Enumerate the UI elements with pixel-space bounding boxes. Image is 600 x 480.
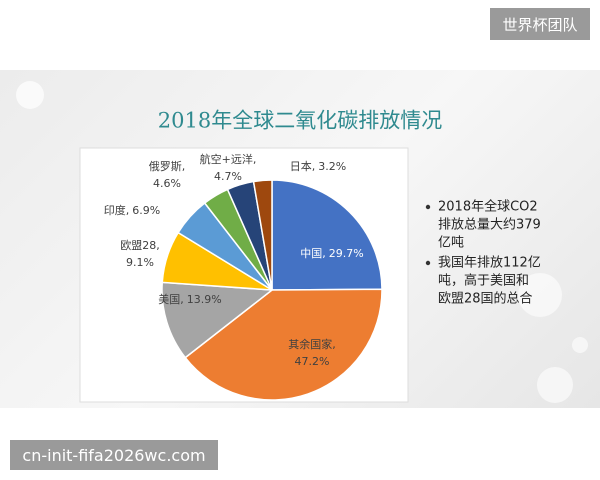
water-drop	[518, 273, 562, 317]
bullet-dot	[425, 204, 431, 210]
pie-slice	[184, 288, 383, 401]
note-line: 2018年全球CO2	[438, 199, 538, 215]
value-label: 3.2%	[318, 160, 346, 173]
site-badge: cn-init-fifa2026wc.com	[10, 440, 218, 470]
value-label: 29.7%	[329, 247, 364, 260]
data-label: 中国, 29.7%	[300, 247, 363, 260]
category-label: 其余国家,	[288, 337, 336, 351]
data-label: 印度, 6.9%	[104, 203, 160, 217]
value-label: 47.2%	[295, 355, 330, 368]
pie-slice	[271, 179, 383, 291]
data-label: 日本, 3.2%	[290, 159, 346, 173]
category-label: 美国,	[158, 293, 184, 306]
category-label: 航空+远洋,	[200, 152, 257, 166]
value-label: 13.9%	[187, 293, 222, 306]
water-drop	[537, 367, 573, 403]
value-label: 9.1%	[126, 256, 154, 269]
category-label: 印度,	[104, 203, 130, 217]
note-line: 吨，高于美国和	[438, 273, 529, 289]
bullet-dot	[425, 260, 431, 266]
slide-title: 2018年全球二氧化碳排放情况	[158, 109, 442, 133]
water-drop	[572, 337, 588, 353]
category-label: 欧盟28,	[120, 239, 160, 252]
category-label: 中国,	[300, 247, 326, 260]
watermark-badge: 世界杯团队	[490, 8, 590, 40]
note-line: 我国年排放112亿	[438, 256, 541, 271]
category-label: 俄罗斯,	[149, 160, 186, 173]
data-label: 美国, 13.9%	[158, 293, 221, 306]
note-line: 欧盟28国的总合	[438, 291, 533, 307]
note-line: 排放总量大约379	[438, 218, 541, 233]
pie-slice	[161, 281, 275, 359]
water-drop	[16, 81, 44, 109]
note-line: 亿吨	[438, 236, 464, 251]
bullet-list: 2018年全球CO2 排放总量大约379 亿吨我国年排放112亿吨，高于美国和欧盟2…	[425, 199, 541, 307]
pie-slice	[252, 179, 273, 291]
value-label: 4.6%	[153, 177, 181, 190]
category-label: 日本,	[290, 159, 316, 173]
value-label: 6.9%	[132, 204, 160, 217]
value-label: 4.7%	[214, 170, 242, 183]
